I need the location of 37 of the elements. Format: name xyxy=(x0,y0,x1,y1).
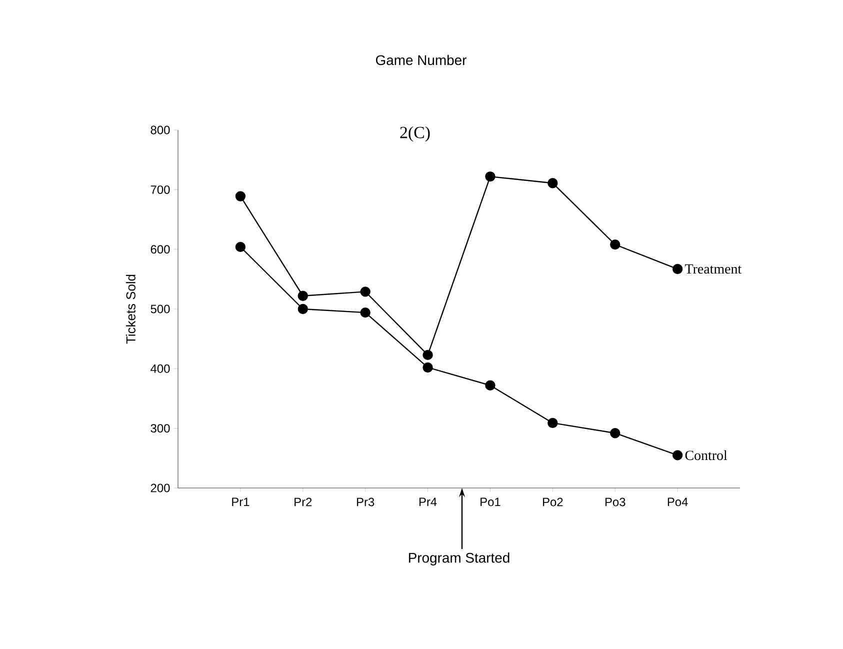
x-tick-label: Po1 xyxy=(480,498,500,506)
point xyxy=(235,191,246,202)
point xyxy=(235,242,246,252)
y-tick-label: 200 xyxy=(150,484,170,492)
point xyxy=(422,350,433,360)
y-tick-label: 400 xyxy=(150,364,170,373)
x-tick-label: Pr3 xyxy=(357,498,374,506)
point xyxy=(360,307,370,318)
y-tick-label: 700 xyxy=(150,185,170,194)
series-label: Control xyxy=(685,450,728,460)
x-tick-label: Pr4 xyxy=(419,498,437,506)
point xyxy=(548,178,558,188)
y-tick-label: 600 xyxy=(150,245,170,254)
y-axis-title: Tickets Sold xyxy=(126,274,136,344)
x-tick-label: Pr2 xyxy=(294,498,312,506)
x-tick-label: Po3 xyxy=(605,498,626,506)
text: Game Number xyxy=(376,54,466,66)
point xyxy=(610,428,620,438)
point xyxy=(485,171,496,182)
point xyxy=(298,304,308,314)
point xyxy=(672,450,683,460)
point xyxy=(485,380,496,390)
chart-title: 2(C) xyxy=(400,126,430,142)
y-tick-label: 300 xyxy=(150,424,170,433)
point xyxy=(672,264,683,274)
x-tick-label: Po4 xyxy=(668,498,688,506)
point xyxy=(548,418,558,428)
x-tick-label: Po2 xyxy=(543,498,563,506)
y-tick-label: 800 xyxy=(150,126,170,134)
x-tick-label: Pr1 xyxy=(232,498,250,506)
series-label: Treatment xyxy=(685,264,742,274)
text: Program Started xyxy=(408,552,510,566)
y-tick-label: 500 xyxy=(150,304,170,314)
point xyxy=(360,286,370,297)
point xyxy=(610,239,620,250)
point xyxy=(298,290,308,301)
point xyxy=(422,362,433,373)
